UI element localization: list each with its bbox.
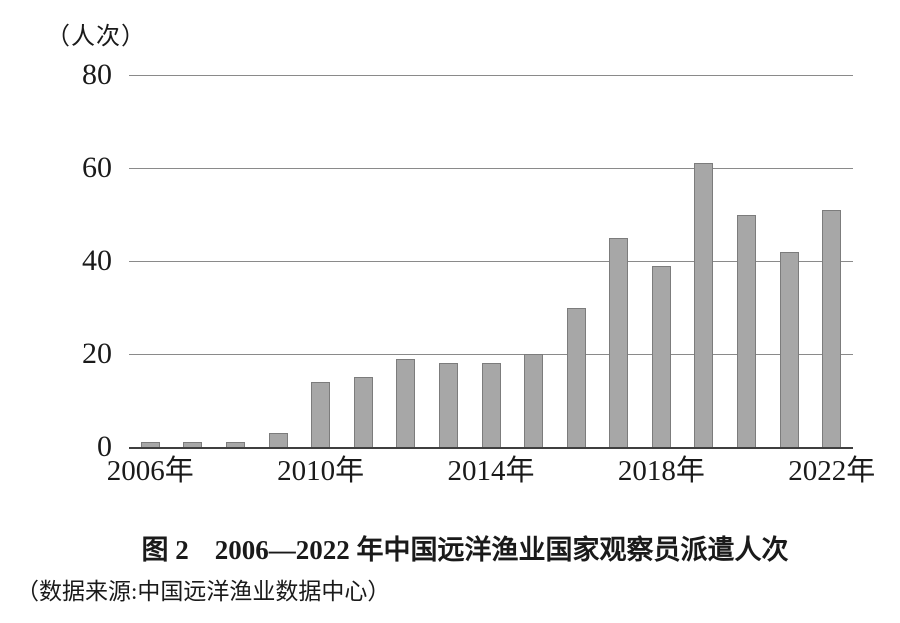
figure-caption: 图 2 2006—2022 年中国远洋渔业国家观察员派遣人次 <box>0 528 900 567</box>
bar-2012年 <box>396 358 416 447</box>
bar-2016年 <box>566 307 586 447</box>
y-tick-label-60: 60 <box>82 151 112 184</box>
gridline-60 <box>129 167 853 169</box>
x-tick-label-2010年: 2010年 <box>277 455 365 487</box>
gridline-80 <box>129 74 853 76</box>
y-tick-label-20: 20 <box>82 337 112 370</box>
x-tick-label-2022年: 2022年 <box>788 455 876 487</box>
x-tick-label-2018年: 2018年 <box>617 455 705 487</box>
figure-number-label: 图 2 <box>141 535 189 565</box>
bar-2018年 <box>651 265 671 447</box>
data-source-note: （数据来源:中国远洋渔业数据中心） <box>16 579 391 604</box>
bar-2021年 <box>779 251 799 447</box>
bar-2008年 <box>225 442 245 447</box>
bar-2019年 <box>694 163 714 447</box>
y-axis-unit-label: （人次） <box>46 24 146 50</box>
y-tick-label-40: 40 <box>82 244 112 277</box>
bar-2011年 <box>353 377 373 447</box>
bar-2007年 <box>183 442 203 447</box>
gridline-40 <box>129 260 853 262</box>
bar-2006年 <box>140 442 160 447</box>
x-tick-label-2014年: 2014年 <box>447 455 535 487</box>
bar-2010年 <box>311 381 331 447</box>
y-tick-label-80: 80 <box>82 58 112 91</box>
y-tick-label-0: 0 <box>97 430 112 463</box>
bar-2020年 <box>737 214 757 447</box>
bar-2017年 <box>609 237 629 447</box>
figure-title-text: 2006—2022 年中国远洋渔业国家观察员派遣人次 <box>214 535 789 565</box>
bar-2022年 <box>822 209 842 447</box>
bar-2014年 <box>481 363 501 447</box>
gridline-20 <box>129 353 853 355</box>
bar-2013年 <box>438 363 458 447</box>
bar-2015年 <box>524 354 544 447</box>
plot-area: 0 20 40 60 80 2006年 2010年 2014年 2018年 2022年 <box>82 60 875 487</box>
x-tick-label-2006年: 2006年 <box>106 455 194 487</box>
bar-2009年 <box>268 433 288 447</box>
